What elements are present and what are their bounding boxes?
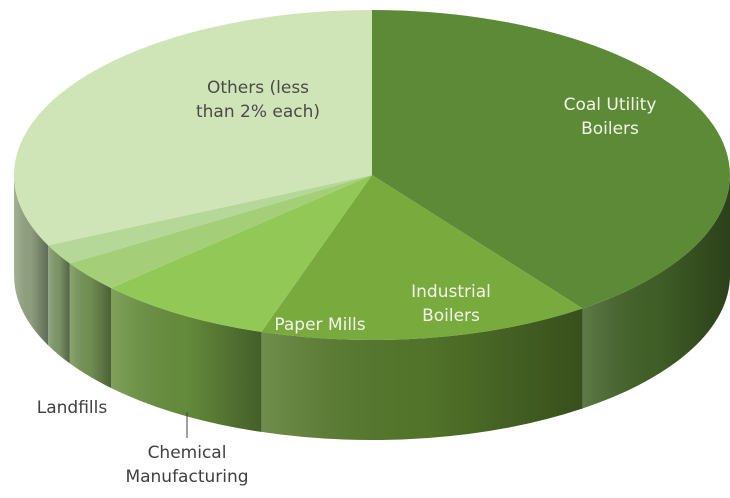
pie-side-layer xyxy=(13,175,730,440)
pie-slice-paper-mills xyxy=(111,175,372,332)
pie-slice-others-less-than-2-each xyxy=(13,10,372,246)
pie-side-shade-coal-utility-boilers xyxy=(582,175,730,409)
pie-side-shade-industrial-boilers xyxy=(261,308,583,440)
pie-top-layer xyxy=(13,10,730,340)
label-chemical-manufacturing: Chemical Manufacturing xyxy=(125,443,248,487)
label-line: Boilers xyxy=(581,119,639,139)
label-paper-mills: Paper Mills xyxy=(274,315,365,335)
pie-side-shade-paper-mills xyxy=(111,287,262,432)
pie-label-layer: Coal Utility Boilers Industrial Boilers Pape… xyxy=(37,78,657,487)
label-line: Landfills xyxy=(37,398,108,418)
pie-slice-industrial-boilers xyxy=(261,175,583,340)
pie-slice-chemical-manufacturing xyxy=(69,175,373,288)
pie-side-shade-others-less-than-2-each xyxy=(13,175,49,346)
label-line: Others (less xyxy=(207,78,309,98)
label-line: Boilers xyxy=(422,306,480,326)
label-landfills: Landfills xyxy=(37,398,108,418)
label-line: Chemical xyxy=(148,443,227,463)
pie-slice-landfills xyxy=(48,175,373,264)
label-line: Manufacturing xyxy=(125,467,248,487)
label-line: Coal Utility xyxy=(564,95,657,115)
label-line: Industrial xyxy=(411,282,491,302)
pie-side-shade-chemical-manufacturing xyxy=(69,263,112,388)
label-industrial-boilers: Industrial Boilers xyxy=(411,282,491,326)
pie-slice-coal-utility-boilers xyxy=(372,10,730,309)
label-line: than 2% each) xyxy=(196,102,320,122)
label-line: Paper Mills xyxy=(274,315,365,335)
pie-side-shade-landfills xyxy=(48,245,70,364)
label-coal-utility-boilers: Coal Utility Boilers xyxy=(564,95,657,139)
label-others-less-than-2-each: Others (less than 2% each) xyxy=(196,78,320,122)
